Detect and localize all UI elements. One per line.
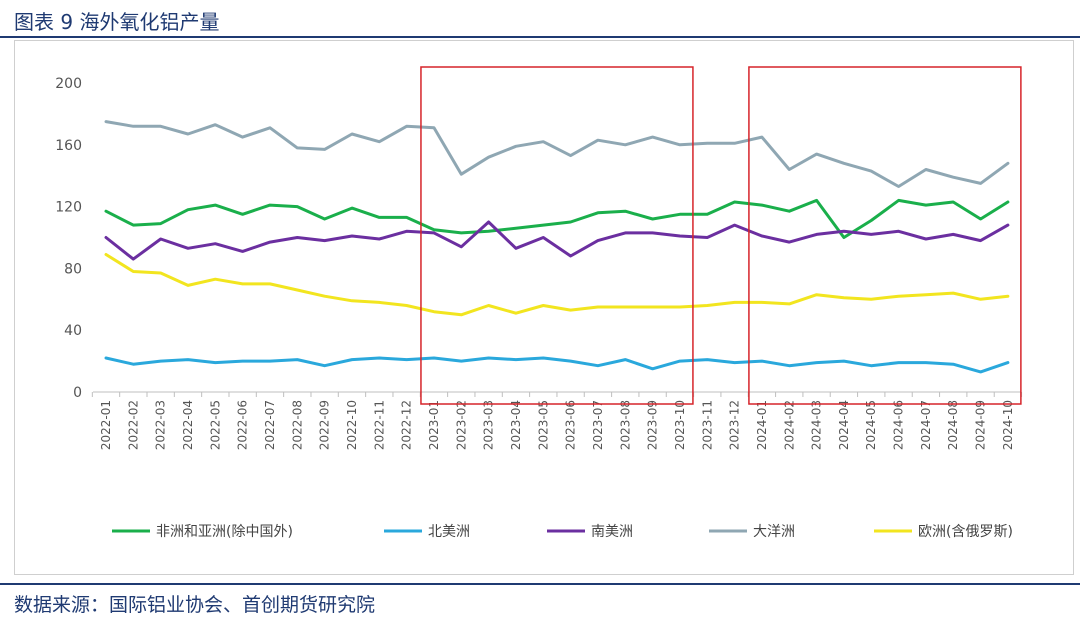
highlight-box (748, 66, 1022, 405)
series-line (104, 356, 1010, 374)
legend-label: 南美洲 (591, 524, 633, 540)
x-tick-label: 2022-06 (236, 400, 250, 450)
x-tick-label: 2023-08 (618, 400, 632, 450)
y-tick-label: 120 (55, 200, 82, 216)
x-tick-label: 2023-02 (454, 400, 468, 450)
x-tick-label: 2023-09 (646, 400, 660, 450)
x-tick-label: 2022-12 (400, 400, 414, 450)
legend-label: 非洲和亚洲(除中国外) (156, 524, 293, 540)
x-tick-label: 2024-06 (892, 400, 906, 450)
x-tick-label: 2022-09 (318, 400, 332, 450)
x-tick-label: 2022-10 (345, 400, 359, 450)
legend-label: 北美洲 (428, 524, 470, 540)
figure-header: 图表 9 海外氧化铝产量 (0, 0, 1080, 38)
series-line (104, 253, 1010, 317)
x-tick-label: 2023-05 (536, 400, 550, 450)
x-tick-label: 2023-10 (673, 400, 687, 450)
x-tick-label: 2023-04 (509, 400, 523, 450)
x-tick-label: 2024-07 (919, 400, 933, 450)
x-tick-label: 2022-01 (99, 400, 113, 450)
x-tick-label: 2022-05 (208, 400, 222, 450)
figure-title: 图表 9 海外氧化铝产量 (14, 10, 220, 34)
x-tick-label: 2023-06 (564, 400, 578, 450)
y-tick-label: 80 (64, 261, 82, 277)
x-tick-label: 2024-05 (864, 400, 878, 450)
x-tick-label: 2024-08 (946, 400, 960, 450)
x-tick-label: 2024-03 (810, 400, 824, 450)
y-tick-label: 40 (64, 323, 82, 339)
x-tick-label: 2024-01 (755, 400, 769, 450)
x-tick-label: 2022-08 (290, 400, 304, 450)
x-tick-label: 2022-07 (263, 400, 277, 450)
series-line (104, 120, 1010, 188)
highlight-box (420, 66, 694, 405)
x-tick-label: 2022-03 (154, 400, 168, 450)
source-note: 数据来源：国际铝业协会、首创期货研究院 (14, 594, 376, 616)
legend-label: 欧洲(含俄罗斯) (918, 524, 1013, 540)
x-tick-label: 2022-02 (126, 400, 140, 450)
x-tick-label: 2024-09 (974, 400, 988, 450)
x-tick-label: 2024-02 (782, 400, 796, 450)
x-tick-label: 2024-10 (1001, 400, 1015, 450)
x-tick-label: 2022-11 (372, 400, 386, 450)
series-line (104, 220, 1010, 261)
x-tick-label: 2023-07 (591, 400, 605, 450)
legend-label: 大洋洲 (753, 524, 795, 540)
x-tick-label: 2023-01 (427, 400, 441, 450)
x-tick-label: 2023-11 (700, 400, 714, 450)
chart-frame (14, 40, 1074, 575)
x-tick-label: 2024-04 (837, 400, 851, 450)
series-line (104, 198, 1010, 239)
line-chart: 0 40 80 120 160 200 2022-01 2022-02 2022-03 2022-… (55, 66, 1023, 540)
figure-footer: 数据来源：国际铝业协会、首创期货研究院 (0, 583, 1080, 621)
y-tick-label: 200 (55, 76, 82, 92)
x-tick-label: 2023-12 (728, 400, 742, 450)
x-tick-label: 2023-03 (482, 400, 496, 450)
x-tick-label: 2022-04 (181, 400, 195, 450)
y-tick-label: 160 (55, 138, 82, 154)
y-tick-label: 0 (73, 385, 82, 401)
